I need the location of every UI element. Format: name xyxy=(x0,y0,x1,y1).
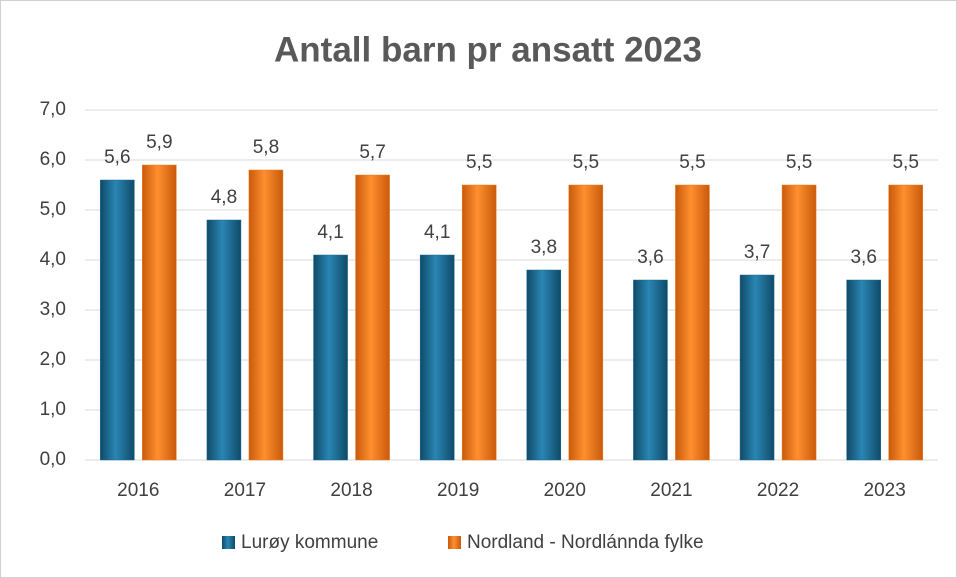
data-label: 3,6 xyxy=(850,247,876,268)
x-tick-label: 2021 xyxy=(650,480,692,501)
data-label: 5,8 xyxy=(253,137,279,158)
x-tick-label: 2019 xyxy=(437,480,479,501)
bar xyxy=(568,184,604,461)
x-tick-label: 2017 xyxy=(224,480,266,501)
x-tick-label: 2022 xyxy=(757,480,799,501)
bar xyxy=(142,164,177,461)
y-tick-label: 6,0 xyxy=(40,149,66,170)
legend-label: Lurøy kommune xyxy=(241,532,378,553)
data-label: 3,8 xyxy=(531,237,557,258)
data-label: 5,7 xyxy=(359,142,385,163)
data-label: 5,5 xyxy=(786,152,812,173)
data-label: 5,5 xyxy=(573,152,599,173)
data-label: 5,5 xyxy=(679,152,705,173)
x-tick-label: 2020 xyxy=(544,480,586,501)
x-tick-label: 2023 xyxy=(864,480,906,501)
legend-label: Nordland - Nordlánnda fylke xyxy=(467,532,704,553)
chart-title: Antall barn pr ansatt 2023 xyxy=(274,30,702,69)
y-tick-label: 2,0 xyxy=(40,349,66,370)
data-label: 3,7 xyxy=(744,242,770,263)
legend-swatch xyxy=(222,536,235,549)
data-label: 4,8 xyxy=(211,187,237,208)
bar xyxy=(739,274,775,461)
legend-swatch xyxy=(448,536,461,549)
bar xyxy=(248,169,284,461)
bar xyxy=(526,269,562,461)
bar xyxy=(461,184,497,461)
bar xyxy=(675,184,710,461)
bar xyxy=(100,179,135,461)
bar xyxy=(355,174,390,461)
y-tick-label: 4,0 xyxy=(40,249,66,270)
bar xyxy=(419,254,455,461)
y-tick-label: 3,0 xyxy=(40,299,66,320)
bar xyxy=(781,184,817,461)
data-label: 5,6 xyxy=(104,147,130,168)
data-label: 5,9 xyxy=(146,132,172,153)
data-label: 4,1 xyxy=(424,222,450,243)
data-label: 5,5 xyxy=(892,152,918,173)
y-tick-label: 5,0 xyxy=(40,199,66,220)
x-tick-label: 2016 xyxy=(117,480,159,501)
bar xyxy=(846,279,881,461)
data-label: 3,6 xyxy=(637,247,663,268)
bar xyxy=(633,279,668,461)
data-label: 4,1 xyxy=(317,222,343,243)
y-tick-label: 0,0 xyxy=(40,449,66,470)
bar xyxy=(313,254,348,461)
y-tick-label: 1,0 xyxy=(40,399,66,420)
x-tick-label: 2018 xyxy=(330,480,372,501)
data-label: 5,5 xyxy=(466,152,492,173)
y-tick-label: 7,0 xyxy=(40,99,66,120)
bar xyxy=(206,219,242,461)
bar xyxy=(888,184,923,461)
